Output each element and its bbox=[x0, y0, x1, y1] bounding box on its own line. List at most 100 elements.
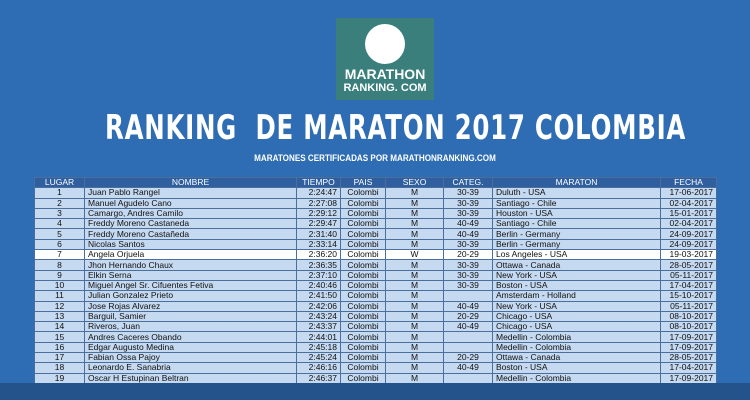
table-cell: 17 bbox=[34, 352, 85, 364]
table-cell: 2:36:20 bbox=[296, 249, 341, 261]
table-row: 7 Angela Orjuela 2:36:20 Colombi W 20-29 Los A… bbox=[34, 249, 717, 261]
table-cell: Juan Pablo Rangel bbox=[84, 187, 297, 199]
table-cell: 40-49 bbox=[443, 300, 493, 312]
table-cell: 24-09-2017 bbox=[660, 228, 717, 240]
table-cell: Nicolas Santos bbox=[84, 238, 297, 251]
table-cell: 20-29 bbox=[443, 310, 493, 323]
table-cell: 2:46:37 bbox=[296, 372, 341, 384]
table-cell: Freddy Moreno Castañeda bbox=[84, 228, 297, 240]
table-row: 16 Edgar Augusto Medina 2:45:18 Colombi M Med… bbox=[34, 341, 717, 354]
table-cell: 17-04-2017 bbox=[660, 279, 717, 292]
table-cell: 2:42:06 bbox=[296, 300, 341, 312]
table-cell: Barguil, Samier bbox=[84, 310, 297, 323]
table-cell: 28-05-2017 bbox=[660, 352, 717, 364]
table-cell: Julian Gonzalez Prieto bbox=[84, 290, 297, 302]
bottom-band bbox=[0, 383, 750, 400]
table-cell: Elkin Serna bbox=[84, 269, 297, 281]
table-cell: M bbox=[385, 310, 444, 323]
table-cell: 28-05-2017 bbox=[660, 259, 717, 271]
table-cell: 05-11-2017 bbox=[660, 300, 717, 312]
table-cell: Medellin - Colombia bbox=[492, 372, 661, 384]
table-cell: Houston - USA bbox=[492, 207, 661, 220]
table-cell: Colombi bbox=[340, 197, 386, 209]
table-cell: Amsterdam - Holland bbox=[492, 290, 661, 302]
table-cell: M bbox=[385, 187, 444, 199]
table-cell: M bbox=[385, 352, 444, 364]
table-row: 12 Jose Rojas Alvarez 2:42:06 Colombi M 40-49… bbox=[34, 300, 717, 312]
column-header: TIEMPO bbox=[296, 176, 341, 189]
table-cell: Ottawa - Canada bbox=[492, 259, 661, 271]
table-cell: 12 bbox=[34, 300, 85, 312]
table-cell: 14 bbox=[34, 321, 85, 333]
table-cell: 8 bbox=[34, 259, 85, 271]
subtitle: MARATONES CERTIFICADAS POR MARATHONRANKI… bbox=[254, 153, 496, 163]
table-row: 13 Barguil, Samier 2:43:24 Colombi M 20-29 Chi… bbox=[34, 310, 717, 323]
table-row: 17 Fabian Ossa Pajoy 2:45:24 Colombi M 20-29 O… bbox=[34, 352, 717, 364]
table-cell: Colombi bbox=[340, 249, 386, 261]
table-cell: Duluth - USA bbox=[492, 187, 661, 199]
table-cell: Colombi bbox=[340, 187, 386, 199]
table-cell: Riveros, Juan bbox=[84, 321, 297, 333]
table-cell: 24-09-2017 bbox=[660, 238, 717, 251]
table-cell: 30-39 bbox=[443, 238, 493, 251]
table-cell: Santiago - Chile bbox=[492, 218, 661, 230]
logo-text: RANKING. COM bbox=[343, 82, 427, 94]
table-cell: M bbox=[385, 228, 444, 240]
logo-text: MARATHON bbox=[344, 66, 426, 82]
title: RANKING DE MARATON 2017 COLOMBIA bbox=[105, 108, 687, 148]
table-cell: 2:43:37 bbox=[296, 321, 341, 333]
table-cell: 30-39 bbox=[443, 259, 493, 271]
table-cell: 3 bbox=[34, 207, 85, 220]
table-cell: New York - USA bbox=[492, 300, 661, 312]
table-cell: 2:31:40 bbox=[296, 228, 341, 240]
table-cell: Berlin - Germany bbox=[492, 238, 661, 251]
ranking-table: LUGAR NOMBRE TIEMPO PAIS SEXO CATEG. MARATON FE… bbox=[34, 176, 717, 384]
table-cell: 6 bbox=[34, 238, 85, 251]
table-cell: 2:36:35 bbox=[296, 259, 341, 271]
column-header: NOMBRE bbox=[84, 176, 297, 189]
table-row: 11 Julian Gonzalez Prieto 2:41:50 Colombi M A… bbox=[34, 290, 717, 302]
table-cell: Colombi bbox=[340, 321, 386, 333]
table-cell: Colombi bbox=[340, 352, 386, 364]
table-cell: 15-01-2017 bbox=[660, 207, 717, 220]
table-cell: Colombi bbox=[340, 218, 386, 230]
table-cell: 17-09-2017 bbox=[660, 331, 717, 343]
table-cell: 17-04-2017 bbox=[660, 362, 717, 374]
table-cell: Colombi bbox=[340, 259, 386, 271]
table-cell: M bbox=[385, 259, 444, 271]
table-row: 8 Jhon Hernando Chaux 2:36:35 Colombi M 30-39… bbox=[34, 259, 717, 271]
table-cell: 10 bbox=[34, 279, 85, 292]
logo-circle bbox=[365, 24, 405, 64]
table-cell: 40-49 bbox=[443, 321, 493, 333]
table-row: 4 Freddy Moreno Castaneda 2:29:47 Colombi M 4… bbox=[34, 218, 717, 230]
table-cell: 11 bbox=[34, 290, 85, 302]
table-cell: New York - USA bbox=[492, 269, 661, 281]
table-cell: 2:37:10 bbox=[296, 269, 341, 281]
table-cell: 2:24:47 bbox=[296, 187, 341, 199]
table-cell: Colombi bbox=[340, 372, 386, 384]
table-cell: Medellin - Colombia bbox=[492, 331, 661, 343]
table-cell: 2:45:24 bbox=[296, 352, 341, 364]
table-cell: Edgar Augusto Medina bbox=[84, 341, 297, 354]
table-cell: 1 bbox=[34, 187, 85, 199]
column-header: LUGAR bbox=[34, 176, 85, 189]
column-header: FECHA bbox=[660, 176, 717, 189]
table-cell: 17-09-2017 bbox=[660, 372, 717, 384]
table-cell: Freddy Moreno Castaneda bbox=[84, 218, 297, 230]
column-header: MARATON bbox=[492, 176, 661, 189]
table-cell: Colombi bbox=[340, 310, 386, 323]
table-cell: 05-11-2017 bbox=[660, 269, 717, 281]
table-cell: Colombi bbox=[340, 269, 386, 281]
table-cell: 2:29:12 bbox=[296, 207, 341, 220]
table-cell: 20-29 bbox=[443, 249, 493, 261]
table-cell: 2:43:24 bbox=[296, 310, 341, 323]
table-cell: 30-39 bbox=[443, 269, 493, 281]
table-cell: W bbox=[385, 249, 444, 261]
table-cell: 30-39 bbox=[443, 279, 493, 292]
table-row: 1 Juan Pablo Rangel 2:24:47 Colombi M 30-39 Du… bbox=[34, 187, 717, 199]
table-cell: 9 bbox=[34, 269, 85, 281]
table-cell: Manuel Agudelo Cano bbox=[84, 197, 297, 209]
table-cell: 2:33:14 bbox=[296, 238, 341, 251]
table-cell: 19 bbox=[34, 372, 85, 384]
table-row: 6 Nicolas Santos 2:33:14 Colombi M 30-39 Berli… bbox=[34, 238, 717, 251]
